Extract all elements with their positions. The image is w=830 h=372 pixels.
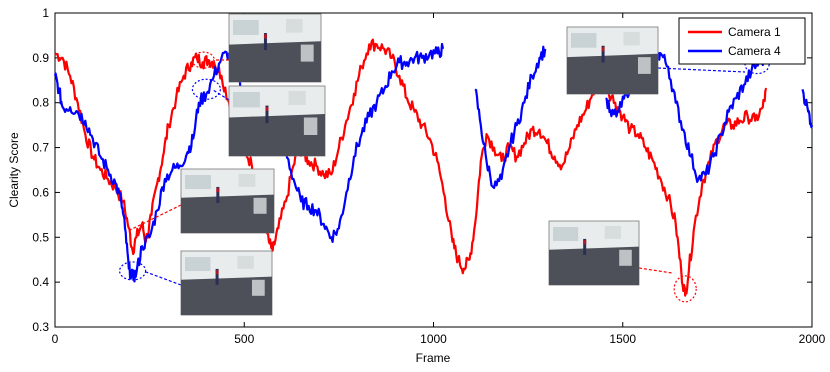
y-tick-label: 0.9 — [32, 51, 49, 65]
camera-frame-thumbnail — [548, 220, 640, 286]
callout-ellipse — [191, 78, 221, 100]
thumbnail-window — [238, 174, 256, 187]
y-tick-label: 0.5 — [32, 230, 49, 244]
thumbnail-person — [263, 33, 267, 51]
legend-label-camera-1: Camera 1 — [728, 25, 781, 39]
callout-connector — [638, 267, 673, 274]
x-axis-label: Frame — [416, 351, 451, 365]
thumbnail-person-top — [583, 240, 587, 245]
thumbnail-floor — [181, 194, 274, 233]
y-tick-label: 1 — [42, 6, 49, 20]
camera-frame-thumbnail — [180, 168, 275, 234]
legend: Camera 1 Camera 4 — [678, 17, 806, 65]
thumbnail-person-top — [263, 34, 267, 39]
camera-frame-thumbnail — [566, 26, 659, 95]
thumbnail-person-top — [216, 188, 220, 193]
thumbnail-furniture — [637, 57, 651, 74]
thumbnail-window — [185, 175, 212, 190]
series-line-camera-4 — [801, 89, 814, 129]
thumbnail-window — [185, 257, 211, 272]
thumbnail-person-top — [265, 107, 269, 111]
thumbnail-person-top — [215, 270, 219, 275]
x-tick-label: 1500 — [609, 332, 636, 346]
thumbnail-person-top — [601, 47, 605, 52]
series-line-camera-1 — [54, 38, 768, 297]
axis-ticks: 0 500 1000 1500 2000 0.3 0.4 0.5 0.6 0.7 0.8 0.9 1 — [32, 6, 825, 346]
thumbnail-window — [571, 33, 597, 48]
callout-markers — [118, 51, 770, 303]
x-tick-label: 500 — [234, 332, 254, 346]
frame-thumbnails — [129, 13, 746, 316]
legend-box — [678, 17, 806, 65]
thumbnail-window — [233, 92, 260, 108]
y-tick-label: 0.3 — [32, 320, 49, 334]
thumbnail-window — [604, 226, 621, 239]
thumbnail-window — [623, 32, 640, 46]
callout-connector — [657, 67, 746, 73]
thumbnail-furniture — [300, 44, 314, 62]
thumbnail-floor — [567, 53, 658, 94]
thumbnail-furniture — [303, 117, 318, 135]
thumbnail-window — [237, 256, 254, 269]
thumbnail-window — [288, 91, 306, 105]
x-tick-label: 1000 — [420, 332, 447, 346]
thumbnail-person — [216, 186, 220, 203]
y-tick-label: 0.7 — [32, 141, 49, 155]
callout-connector — [145, 271, 182, 286]
legend-label-camera-4: Camera 4 — [728, 44, 781, 58]
y-tick-label: 0.6 — [32, 185, 49, 199]
x-tick-label: 2000 — [799, 332, 826, 346]
callout-ellipse — [191, 51, 215, 69]
callout-ellipse — [118, 261, 147, 281]
y-tick-label: 0.8 — [32, 96, 49, 110]
thumbnail-floor — [229, 114, 325, 156]
thumbnail-person — [601, 45, 605, 63]
camera-frame-thumbnail — [228, 85, 326, 157]
callout-connector — [129, 204, 182, 231]
y-tick-label: 0.4 — [32, 275, 49, 289]
camera-frame-thumbnail — [228, 13, 322, 83]
thumbnail-floor — [229, 41, 321, 82]
thumbnail-person — [215, 268, 219, 285]
thumbnail-furniture — [619, 249, 632, 266]
y-axis-label: Clearity Score — [7, 132, 21, 208]
thumbnail-furniture — [251, 279, 265, 296]
thumbnail-person — [265, 105, 269, 124]
thumbnail-window — [233, 20, 259, 35]
thumbnail-person — [583, 238, 587, 255]
callout-ellipse — [673, 275, 697, 303]
series-line-camera-4 — [474, 45, 547, 189]
thumbnail-floor — [549, 246, 639, 285]
thumbnail-window — [553, 227, 579, 242]
thumbnail-window — [286, 19, 303, 33]
thumbnail-furniture — [253, 197, 267, 214]
callout-connector — [212, 89, 230, 101]
camera-frame-thumbnail — [180, 250, 273, 316]
x-tick-label: 0 — [52, 332, 59, 346]
thumbnail-floor — [181, 276, 272, 315]
